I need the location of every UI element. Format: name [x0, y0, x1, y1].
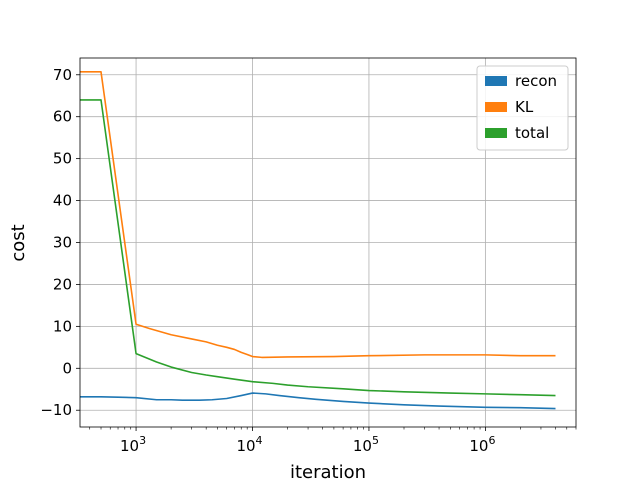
x-tick-label: 103 — [120, 434, 146, 455]
legend-swatch-recon — [485, 76, 507, 86]
x-tick-label: 105 — [353, 434, 379, 455]
y-tick-label: 60 — [53, 108, 72, 126]
y-axis-label: cost — [8, 224, 29, 261]
series-line-kl — [80, 71, 556, 359]
y-tick-label: 20 — [53, 275, 72, 293]
legend-label-kl: KL — [515, 98, 534, 116]
series-lines — [80, 71, 556, 410]
x-axis-label: iteration — [290, 462, 366, 480]
y-tick-label: 70 — [53, 66, 72, 84]
y-tick-label: −10 — [40, 401, 72, 419]
series-line-total — [80, 99, 556, 397]
axis-ticks: −10 0 10 20 30 40 50 60 70 103 104 105 106 — [40, 66, 577, 455]
y-tick-label: 40 — [53, 192, 72, 210]
grid-lines — [80, 58, 576, 427]
legend-swatch-kl — [485, 102, 507, 112]
legend: recon KL total — [476, 65, 569, 151]
legend-swatch-total — [485, 128, 507, 138]
y-tick-label: 30 — [53, 234, 72, 252]
legend-label-recon: recon — [515, 72, 557, 90]
y-tick-label: 0 — [62, 359, 72, 377]
legend-label-total: total — [515, 124, 549, 142]
series-line-recon — [80, 392, 556, 410]
y-tick-label: 10 — [53, 317, 72, 335]
x-tick-label: 106 — [469, 434, 495, 455]
x-tick-label: 104 — [236, 434, 262, 455]
y-tick-label: 50 — [53, 150, 72, 168]
